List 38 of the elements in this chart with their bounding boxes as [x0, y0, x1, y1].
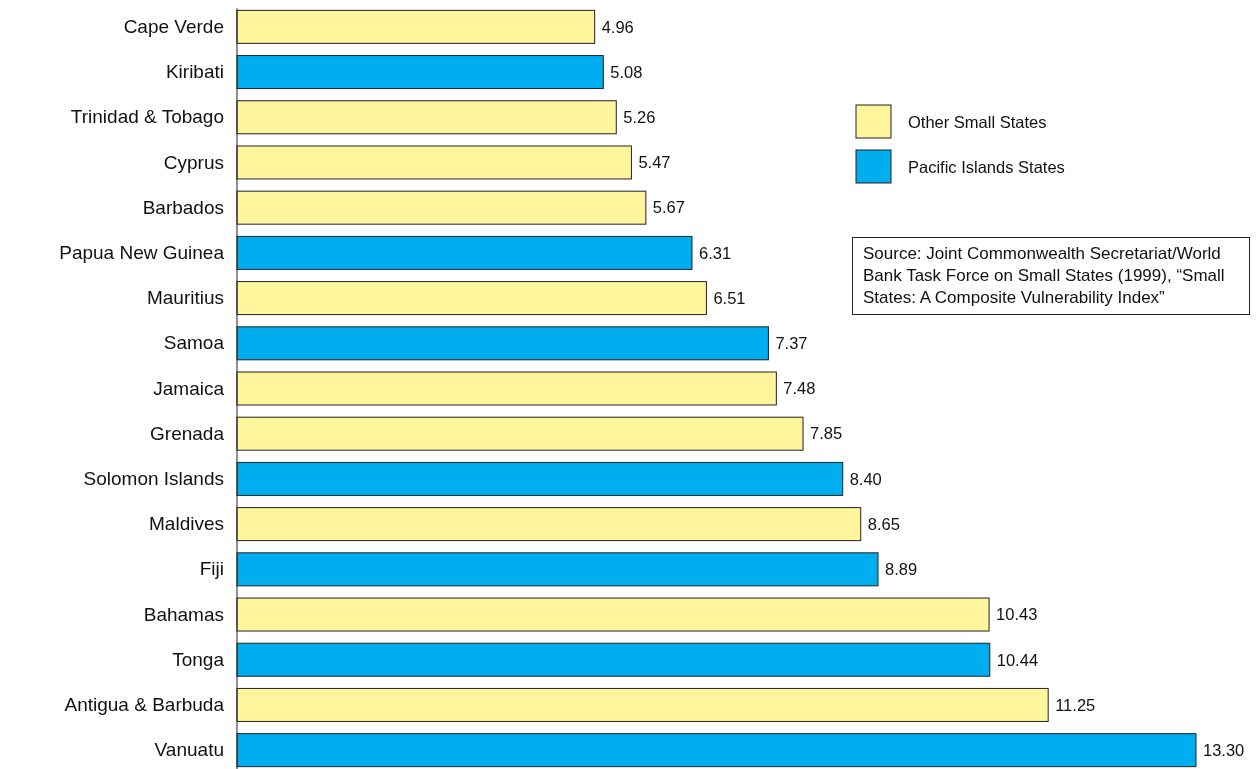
- y-tick-label: Samoa: [163, 332, 225, 354]
- y-tick-label: Mauritius: [146, 287, 224, 309]
- data-label: 5.47: [638, 153, 671, 172]
- y-tick-label: Kiribati: [165, 61, 224, 83]
- data-label: 5.26: [623, 108, 656, 127]
- y-tick-label: Fiji: [199, 558, 224, 580]
- y-tick-label: Maldives: [149, 513, 224, 535]
- y-tick-label: Antigua & Barbuda: [64, 694, 225, 716]
- data-label: 13.30: [1203, 740, 1245, 759]
- data-label: 6.51: [713, 288, 746, 307]
- source-box: Source: Joint Commonwealth Secretariat/World Bank Task Force on Small States (1999), “Small States: A Composite Vulnerability Index”: [852, 237, 1250, 315]
- y-tick-label: Grenada: [150, 422, 225, 444]
- data-label: 8.65: [867, 514, 900, 533]
- data-label: 8.89: [885, 560, 918, 579]
- legend-label: Pacific Islands States: [908, 157, 1065, 176]
- y-tick-label: Trinidad & Tobago: [70, 106, 224, 128]
- data-label: 4.96: [601, 17, 634, 36]
- y-tick-label: Papua New Guinea: [59, 241, 225, 263]
- y-tick-label: Cyprus: [163, 151, 224, 173]
- data-label: 10.44: [996, 650, 1039, 669]
- annotation: Source: Joint Commonwealth Secretariat/World Bank Task Force on Small States (1999), “Small States: A Composite Vulnerability Index”: [863, 243, 1226, 309]
- data-label: 8.40: [849, 469, 882, 488]
- data-label: 5.08: [610, 62, 643, 81]
- data-label: 5.67: [652, 198, 685, 217]
- y-tick-label: Solomon Islands: [83, 467, 224, 489]
- data-label: 7.85: [810, 424, 843, 443]
- y-tick-label: Tonga: [172, 648, 225, 670]
- data-label: 7.37: [775, 334, 808, 353]
- y-tick-label: Barbados: [142, 196, 224, 218]
- y-tick-label: Cape Verde: [123, 15, 224, 37]
- data-label: 11.25: [1055, 695, 1096, 714]
- data-label: 7.48: [783, 379, 816, 398]
- y-tick-label: Bahamas: [143, 603, 224, 625]
- data-label: 10.43: [996, 605, 1038, 624]
- y-tick-label: Jamaica: [153, 377, 225, 399]
- data-label: 6.31: [698, 243, 732, 262]
- legend-label: Other Small States: [908, 112, 1047, 131]
- y-tick-label: Vanuatu: [154, 739, 224, 761]
